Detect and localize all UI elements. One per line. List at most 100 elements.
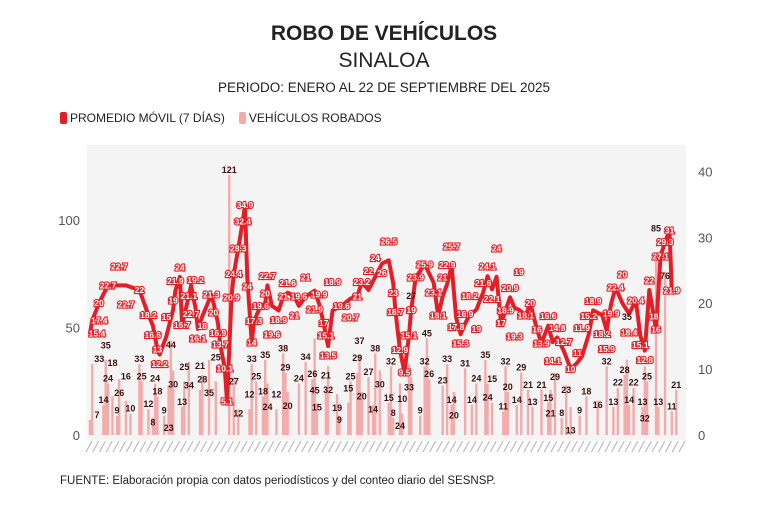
line-label: 22.7	[118, 299, 135, 309]
bar-label: 25	[137, 371, 147, 381]
bar-label: 26	[114, 388, 124, 398]
bar	[187, 361, 191, 435]
bar	[401, 413, 404, 435]
bar-label: 21	[671, 380, 681, 390]
line-label: 12.9	[392, 345, 409, 355]
x-axis-tick	[314, 440, 322, 453]
bar	[180, 407, 184, 435]
line-label: 31	[665, 226, 675, 236]
x-axis-tick	[233, 440, 241, 453]
bar-label: 16	[593, 400, 603, 410]
line-label: 25.9	[416, 259, 433, 269]
x-axis-tick	[449, 440, 457, 453]
bar	[356, 372, 359, 435]
line-label: 21.9	[167, 276, 184, 286]
x-axis-tick	[584, 440, 592, 453]
bar	[91, 364, 94, 435]
x-axis-tick	[334, 440, 342, 453]
bar	[111, 396, 114, 435]
line-label: 9.5	[399, 367, 411, 377]
line-label: 16.9	[210, 328, 227, 338]
line-label: 22.1	[484, 294, 501, 304]
bar	[490, 402, 494, 435]
bar	[547, 402, 550, 435]
bar	[663, 271, 667, 435]
bar-label: 29	[280, 363, 290, 373]
bar-label: 23	[164, 423, 174, 433]
x-axis-tick	[664, 440, 673, 453]
bar-label: 13	[653, 397, 663, 407]
x-axis-tick	[469, 440, 477, 453]
bar-label: 10	[397, 394, 407, 404]
x-axis-tick	[301, 440, 309, 453]
bar-label: 32	[323, 385, 333, 395]
line-label: 19.3	[506, 331, 523, 341]
bar-label: 8	[150, 417, 155, 427]
bar	[596, 400, 599, 435]
bar	[335, 394, 339, 435]
bar-label: 9	[577, 406, 582, 416]
bar	[156, 396, 159, 435]
bar	[484, 359, 487, 435]
bar	[643, 366, 647, 435]
line-label: 19	[514, 267, 524, 277]
x-axis-tick	[361, 440, 369, 453]
bar-label: 24	[262, 402, 272, 412]
bar-label: 9	[337, 415, 342, 425]
bar-label: 20	[357, 392, 367, 402]
line-label: 20.4	[628, 296, 645, 306]
line-label: 20.9	[502, 283, 519, 293]
x-axis-tick	[85, 440, 93, 453]
line-label: 16.6	[540, 311, 557, 321]
line-label: 13.9	[533, 338, 550, 348]
bar	[675, 389, 678, 435]
bar-label: 32	[386, 356, 396, 366]
bar-label: 30	[375, 380, 385, 390]
bar	[641, 407, 644, 435]
bar	[515, 404, 518, 435]
line-label: 19.9	[311, 289, 328, 299]
line-label: 19	[472, 324, 482, 334]
bar-label: 21	[545, 408, 555, 418]
x-axis-tick	[375, 440, 383, 453]
bar	[284, 372, 287, 435]
x-axis-tick	[328, 440, 336, 453]
line-label: 22.7	[259, 271, 276, 281]
bar	[338, 415, 341, 435]
x-axis-tick	[597, 440, 605, 453]
chart-period: PERIODO: ENERO AL 22 DE SEPTIEMBRE DEL 2…	[217, 80, 551, 95]
line-label: 23.1	[425, 287, 442, 297]
line-label: 15.9	[598, 344, 615, 354]
x-axis-tick	[557, 440, 565, 453]
x-axis-tick	[590, 440, 598, 453]
line-label: 19	[406, 305, 416, 315]
bar-label: 35	[480, 350, 490, 360]
line-label: 18.7	[387, 307, 404, 317]
bar-label: 12	[271, 390, 281, 400]
line-label: 16.7	[174, 320, 191, 330]
bar-label: 27	[229, 377, 239, 387]
x-axis-tick	[523, 440, 531, 453]
bar	[129, 413, 132, 435]
legend-item-line: PROMEDIO MÓVIL (7 DÍAS)	[60, 111, 225, 125]
line-label: 15	[162, 312, 172, 322]
x-axis-tick	[415, 440, 423, 453]
bar-label: 25	[211, 352, 221, 362]
bar	[360, 392, 363, 435]
bar-label: 33	[94, 354, 104, 364]
bar-label: 9	[114, 406, 119, 416]
bar	[313, 338, 316, 435]
bar-label: 85	[651, 223, 661, 233]
bar-label: 14	[624, 395, 634, 405]
bar	[475, 383, 478, 435]
line-label: 21.6	[279, 278, 296, 288]
x-axis-tick	[671, 440, 679, 453]
bar	[171, 370, 175, 435]
x-axis-tick	[489, 440, 497, 453]
x-axis-tick	[260, 440, 268, 453]
line-label: 18.4	[621, 328, 638, 338]
x-axis-tick	[92, 440, 100, 453]
bar	[324, 389, 328, 435]
moving-average-line	[88, 202, 674, 404]
line-label: 17.3	[246, 316, 263, 326]
